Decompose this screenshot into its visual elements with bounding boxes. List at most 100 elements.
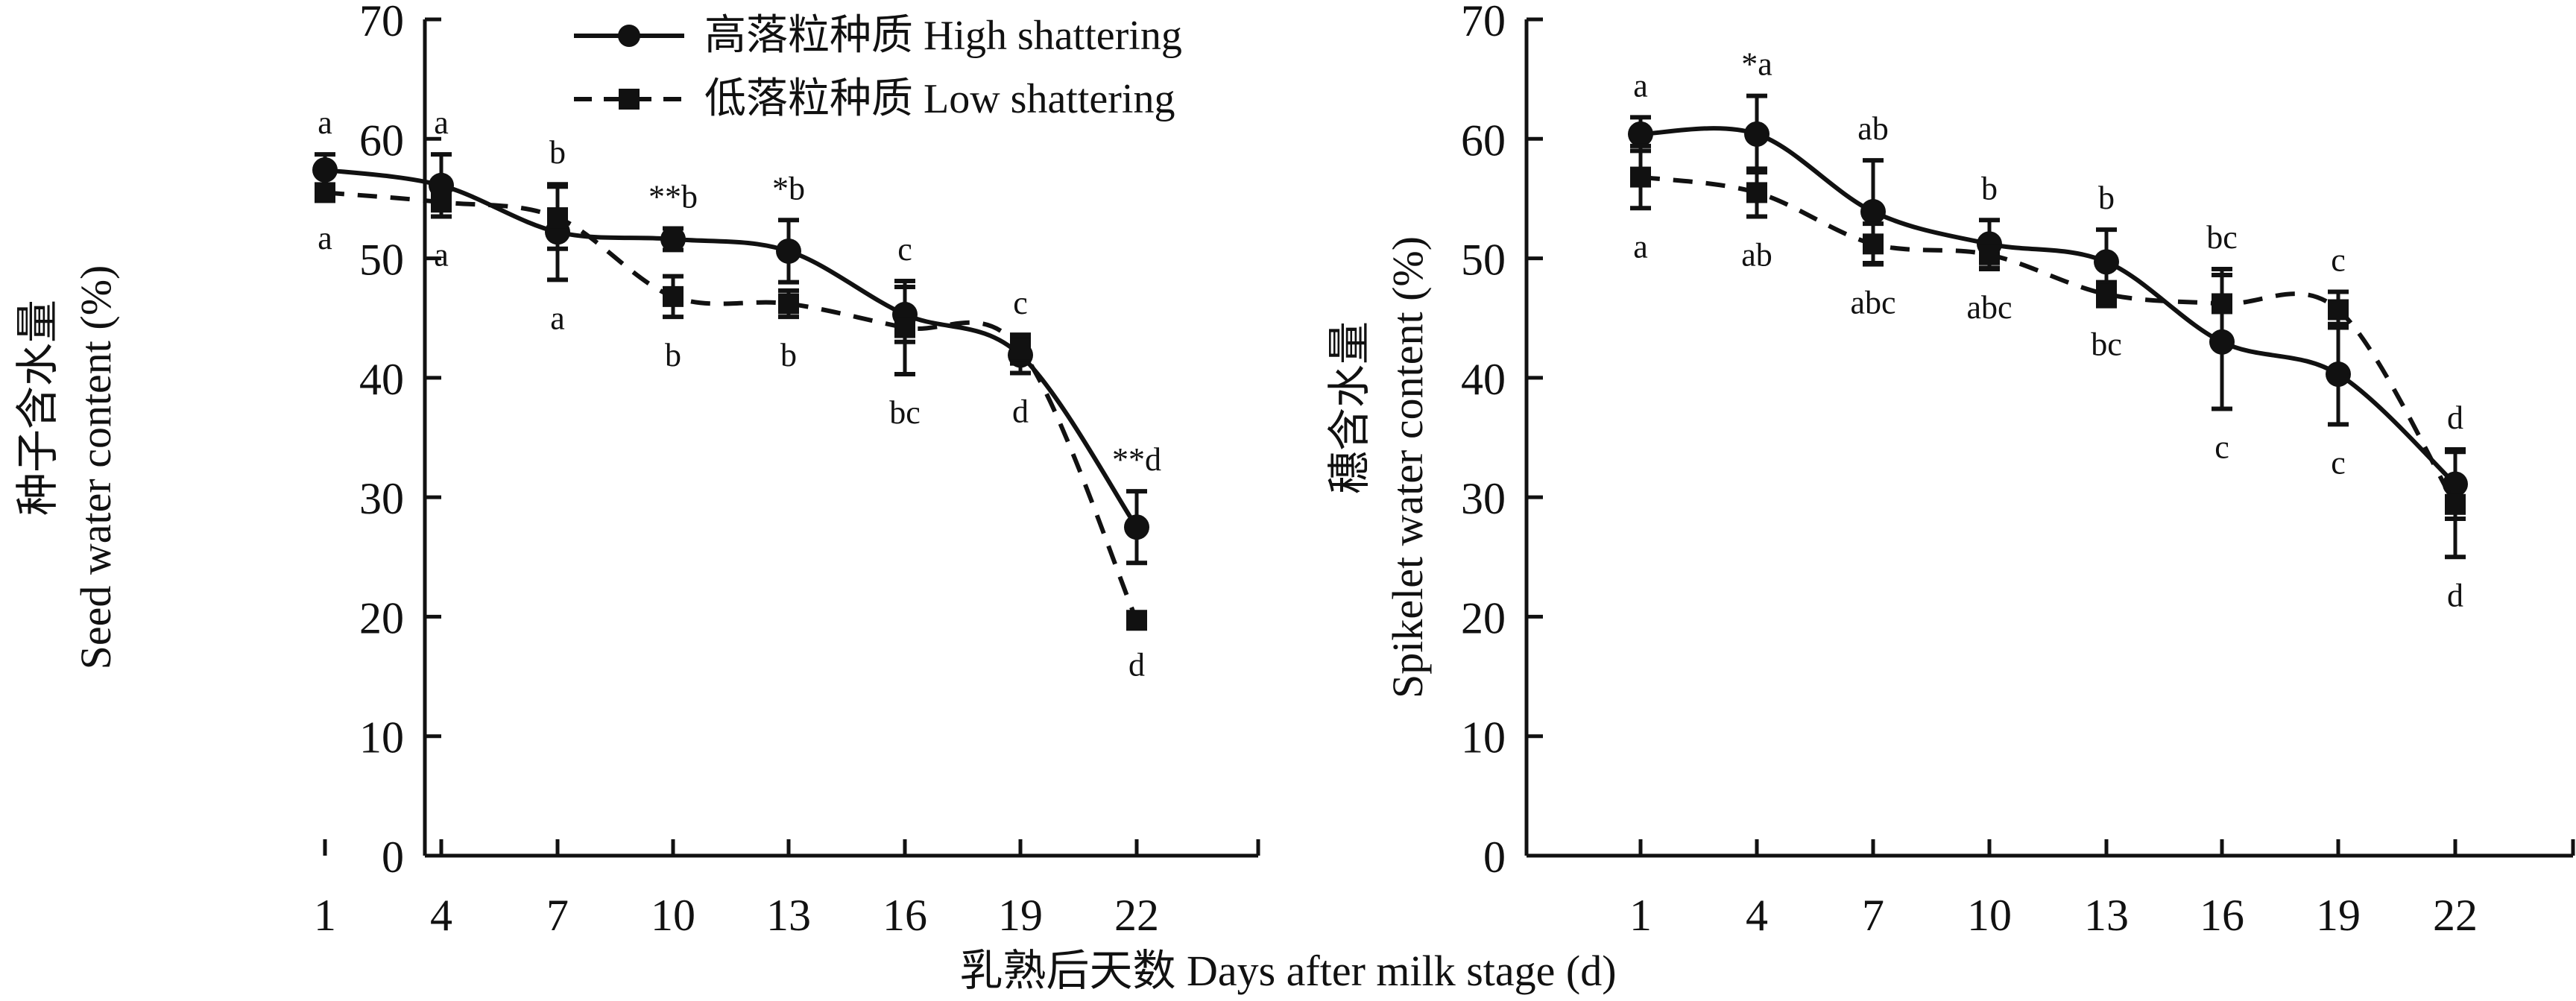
y-tick-label: 0 [382, 833, 404, 882]
seed-water-panel: 0 10 20 30 40 50 60 70 1 4 7 10 13 16 19 22 种子含水量 Seed wa… [13, 0, 1260, 940]
y-tick-label: 30 [359, 474, 404, 523]
significance-label-bottom: d [2447, 577, 2463, 613]
high-shattering-point [2094, 249, 2119, 275]
legend: 高落粒种质 High shattering 低落粒种质 Low shatteri… [574, 13, 1182, 122]
low-shattering-point [2445, 493, 2466, 515]
significance-label-top: *b [772, 170, 805, 206]
y-tick-label: 20 [1461, 593, 1506, 642]
significance-label-bottom: a [318, 220, 332, 256]
legend-item-high-shattering: 高落粒种质 High shattering [574, 13, 1182, 59]
significance-label-bottom: c [2331, 444, 2346, 481]
high-shattering-point [660, 226, 686, 252]
y-tick-label: 10 [359, 713, 404, 762]
significance-label-bottom: b [665, 337, 681, 373]
y-tick-label: 40 [359, 355, 404, 404]
low-shattering-point [663, 285, 684, 307]
low-shattering-point [1979, 244, 2000, 265]
legend-label-low-shattering: 低落粒种质 Low shattering [704, 76, 1175, 122]
high-shattering-point [1124, 514, 1149, 540]
significance-label-bottom: d [1012, 393, 1029, 429]
y-axis-title: Spikelet water content (%) [1383, 236, 1432, 698]
low-shattering-point [1630, 166, 1651, 188]
significance-label-top: a [1633, 67, 1648, 104]
x-tick-label: 1 [1629, 891, 1652, 940]
x-tick-label: 4 [1746, 891, 1768, 940]
low-shattering-point [1746, 182, 1767, 203]
low-shattering-point [1010, 338, 1031, 360]
x-tick-label: 16 [883, 891, 927, 940]
y-tick-label: 0 [1483, 833, 1506, 882]
x-tick-label: 7 [1862, 891, 1884, 940]
low-shattering-point [2212, 293, 2232, 315]
x-tick-label: 10 [1967, 891, 2012, 940]
legend-item-low-shattering: 低落粒种质 Low shattering [574, 76, 1175, 122]
low-shattering-point [2328, 299, 2349, 320]
significance-label-top: ab [1857, 110, 1889, 147]
high-shattering-point [1628, 121, 1653, 147]
y-axis-title: Seed water content (%) [72, 265, 120, 670]
significance-label-bottom: c [2214, 429, 2229, 466]
x-tick-label: 16 [2200, 891, 2244, 940]
low-shattering-point [1863, 233, 1884, 255]
low-shattering-point [2096, 283, 2117, 305]
spikelet-water-panel: 0 10 20 30 40 50 60 70 1 4 7 10 13 16 19 22 穗含水量 Spikelet… [1325, 0, 2575, 940]
significance-label-top: b [1981, 170, 1998, 206]
significance-label-bottom: d [1128, 646, 1145, 683]
low-shattering-point [1126, 610, 1147, 631]
x-tick-label: 1 [314, 891, 336, 940]
significance-label-bottom: bc [889, 394, 921, 431]
significance-label-top: a [434, 104, 449, 141]
y-tick-label: 60 [1461, 116, 1506, 165]
high-shattering-point [1860, 199, 1886, 225]
significance-label-bottom: ab [1741, 236, 1772, 273]
x-tick-label: 4 [430, 891, 452, 940]
low-shattering-point [315, 182, 335, 203]
significance-label-top: a [318, 104, 332, 141]
legend-circle-marker-icon [618, 25, 640, 47]
x-tick-label: 19 [998, 891, 1043, 940]
x-tick-label: 7 [546, 891, 569, 940]
legend-label-high-shattering: 高落粒种质 High shattering [704, 13, 1182, 59]
low-shattering-point [894, 317, 915, 338]
significance-label-top: d [2447, 400, 2463, 436]
x-tick-label: 13 [766, 891, 811, 940]
significance-label-bottom: b [780, 337, 797, 373]
low-shattering-point [547, 207, 568, 229]
y-tick-label: 20 [359, 593, 404, 642]
y-tick-label: 40 [1461, 355, 1506, 404]
significance-label-top: **b [648, 179, 698, 215]
y-axis-title-cn: 种子含水量 [13, 300, 62, 516]
y-axis-title-cn: 穗含水量 [1325, 321, 1374, 494]
y-tick-label: 10 [1461, 713, 1506, 762]
significance-label-top: c [897, 231, 912, 268]
low-shattering-point [778, 293, 799, 315]
y-tick-label: 70 [359, 0, 404, 45]
x-tick-label: 19 [2316, 891, 2361, 940]
low-shattering-line [324, 190, 1139, 622]
y-tick-label: 60 [359, 116, 404, 165]
x-tick-label: 22 [1114, 891, 1159, 940]
high-shattering-point [776, 238, 801, 264]
significance-label-top: c [2331, 241, 2346, 278]
x-tick-label: 10 [651, 891, 695, 940]
high-shattering-point [2326, 361, 2351, 388]
significance-label-top: b [549, 134, 566, 171]
low-shattering-point [431, 192, 452, 213]
significance-label-bottom: a [1633, 228, 1648, 265]
significance-label-bottom: a [550, 300, 565, 336]
x-tick-label: 13 [2084, 891, 2129, 940]
significance-label-bottom: abc [1966, 289, 2012, 326]
x-axis-title: 乳熟后天数 Days after milk stage (d) [959, 947, 1616, 995]
significance-label-bottom: bc [2091, 326, 2122, 363]
significance-label-top: c [1013, 285, 1028, 321]
significance-label-top: *a [1741, 46, 1772, 83]
significance-label-top: bc [2206, 219, 2238, 256]
significance-label-top: b [2098, 180, 2115, 216]
y-tick-label: 30 [1461, 474, 1506, 523]
significance-label-top: **d [1112, 441, 1161, 478]
y-tick-label: 50 [359, 236, 404, 285]
significance-label-bottom: abc [1850, 285, 1895, 321]
legend-square-marker-icon [619, 89, 640, 110]
high-shattering-point [312, 157, 338, 183]
